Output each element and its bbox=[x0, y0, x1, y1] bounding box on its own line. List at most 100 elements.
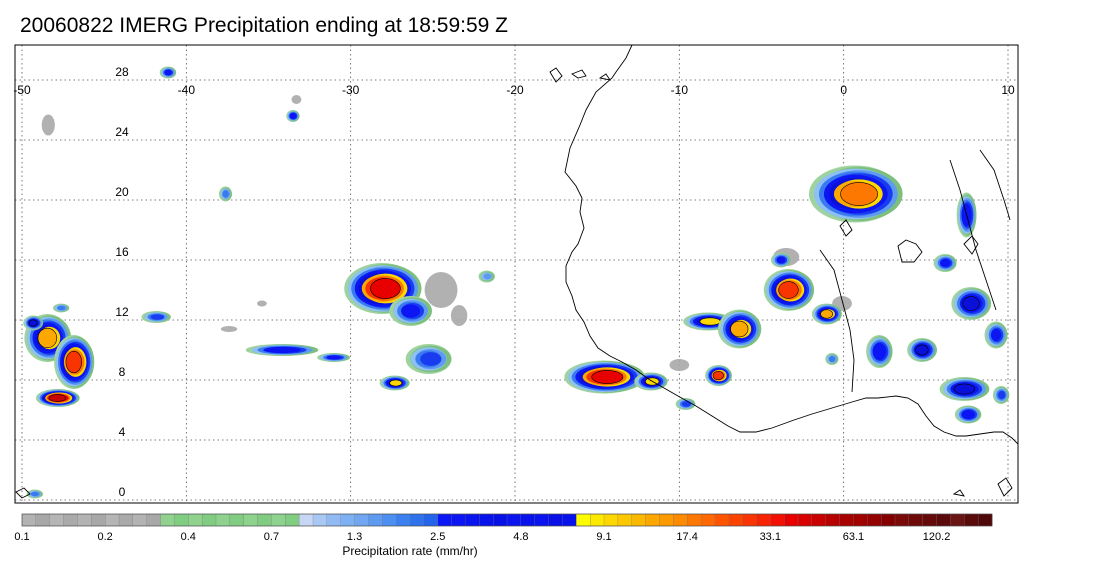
colorbar-swatch bbox=[853, 513, 868, 527]
lake-coastline bbox=[963, 235, 979, 255]
colorbar-swatch bbox=[451, 513, 466, 527]
precip-cell bbox=[245, 344, 319, 356]
colorbar-swatch bbox=[174, 513, 189, 527]
lake-coastline bbox=[839, 219, 853, 237]
precip-cell bbox=[808, 165, 903, 223]
colorbar-tick-label: 33.1 bbox=[760, 531, 781, 543]
colorbar-swatch bbox=[354, 513, 369, 527]
colorbar-swatch bbox=[880, 513, 896, 527]
colorbar-swatch bbox=[465, 513, 480, 527]
river-line bbox=[979, 149, 1011, 221]
africa-coastline bbox=[564, 45, 1018, 445]
precip-cell bbox=[992, 386, 1010, 404]
precip-contour bbox=[712, 370, 724, 380]
precip-contour bbox=[963, 410, 975, 419]
colorbar-swatch bbox=[409, 513, 425, 527]
colorbar-swatch bbox=[160, 513, 175, 527]
precip-contour bbox=[290, 113, 297, 119]
colorbar-swatch bbox=[312, 513, 328, 527]
precip-cell bbox=[54, 335, 95, 389]
precip-cell bbox=[389, 296, 432, 326]
precip-cell bbox=[478, 270, 495, 283]
precip-cell bbox=[286, 110, 300, 122]
lon-tick-label: 10 bbox=[1001, 83, 1015, 97]
lon-tick-label: -30 bbox=[342, 83, 360, 97]
colorbar-swatch bbox=[589, 513, 605, 527]
colorbar-swatch bbox=[742, 513, 757, 527]
precip-cell bbox=[907, 338, 938, 362]
precip-contour bbox=[57, 305, 66, 311]
colorbar-swatch bbox=[922, 513, 938, 527]
colorbar-swatch bbox=[21, 513, 37, 527]
colorbar-swatch bbox=[714, 513, 730, 527]
precip-cell bbox=[159, 66, 177, 79]
colorbar-swatch bbox=[118, 513, 134, 527]
no-rain-gray-patch bbox=[424, 272, 458, 308]
precip-contour bbox=[730, 320, 749, 338]
colorbar-swatch bbox=[382, 513, 397, 527]
precip-contour bbox=[150, 314, 165, 320]
colorbar-swatch bbox=[520, 513, 536, 527]
precip-contour bbox=[820, 309, 833, 319]
map-frame-bg bbox=[15, 45, 1018, 503]
lon-tick-label: -50 bbox=[13, 83, 31, 97]
map-frame bbox=[14, 44, 1019, 504]
colorbar-swatch bbox=[756, 513, 771, 527]
colorbar-swatch bbox=[728, 513, 744, 527]
precip-contour bbox=[370, 278, 401, 299]
colorbar-tick-label: 2.5 bbox=[430, 531, 445, 543]
precip-contour bbox=[420, 352, 442, 366]
island-coastline bbox=[571, 69, 587, 79]
colorbar-tick-label: 4.8 bbox=[513, 531, 528, 543]
colorbar-tick-label: 0.4 bbox=[181, 531, 196, 543]
precip-contour bbox=[939, 259, 951, 267]
no-rain-gray-patch bbox=[450, 305, 468, 326]
lat-tick-label: 28 bbox=[115, 65, 129, 79]
longitude-tick-labels: -50 -40 -30 -20 -10 0 10 bbox=[13, 83, 1015, 97]
colorbar-swatch bbox=[964, 513, 979, 527]
colorbar-swatch bbox=[659, 513, 674, 527]
colorbar-swatch bbox=[257, 513, 272, 527]
colorbar-swatch bbox=[562, 513, 577, 527]
precip-cell bbox=[770, 252, 791, 268]
iberia-coastline bbox=[549, 67, 563, 83]
colorbar-swatch bbox=[797, 513, 813, 527]
precip-contour bbox=[483, 273, 492, 280]
colorbar-swatch bbox=[631, 513, 647, 527]
colorbar-swatch bbox=[285, 513, 300, 527]
precip-contour bbox=[915, 344, 929, 356]
precip-cell bbox=[218, 186, 233, 202]
colorbar-swatch bbox=[423, 513, 439, 527]
precip-cell bbox=[52, 303, 70, 313]
precip-cell bbox=[951, 287, 992, 320]
island-coastline bbox=[15, 487, 31, 499]
colorbar: 0.1 0.2 0.4 0.7 1.3 2.5 4.8 9.1 17.4 33.1 63.1 120.… bbox=[14, 513, 993, 543]
precip-cell bbox=[317, 353, 351, 362]
colorbar-swatch bbox=[825, 513, 841, 527]
precip-contour bbox=[990, 329, 1002, 341]
colorbar-swatch bbox=[35, 513, 51, 527]
precip-cell bbox=[825, 353, 839, 365]
lat-tick-label: 24 bbox=[115, 125, 129, 139]
lon-tick-label: -20 bbox=[506, 83, 524, 97]
precip-cell bbox=[26, 489, 44, 499]
colorbar-border bbox=[21, 513, 993, 527]
colorbar-swatch bbox=[783, 513, 799, 527]
precip-contour bbox=[778, 281, 799, 299]
precip-contour bbox=[998, 390, 1006, 400]
precip-cell bbox=[379, 375, 410, 391]
precip-contour bbox=[776, 256, 786, 264]
colorbar-swatch bbox=[201, 513, 217, 527]
colorbar-swatch bbox=[104, 513, 120, 527]
precip-cell bbox=[984, 321, 1008, 349]
colorbar-swatch bbox=[811, 513, 827, 527]
precip-cell bbox=[933, 254, 957, 272]
precip-contour bbox=[37, 327, 58, 349]
precip-cell bbox=[939, 377, 990, 401]
precip-cell bbox=[763, 269, 815, 311]
precip-contour bbox=[962, 296, 980, 311]
colorbar-swatch bbox=[395, 513, 411, 527]
no-rain-gray-patch bbox=[256, 300, 267, 307]
colorbar-swatch bbox=[673, 513, 688, 527]
precip-contour bbox=[222, 190, 229, 198]
